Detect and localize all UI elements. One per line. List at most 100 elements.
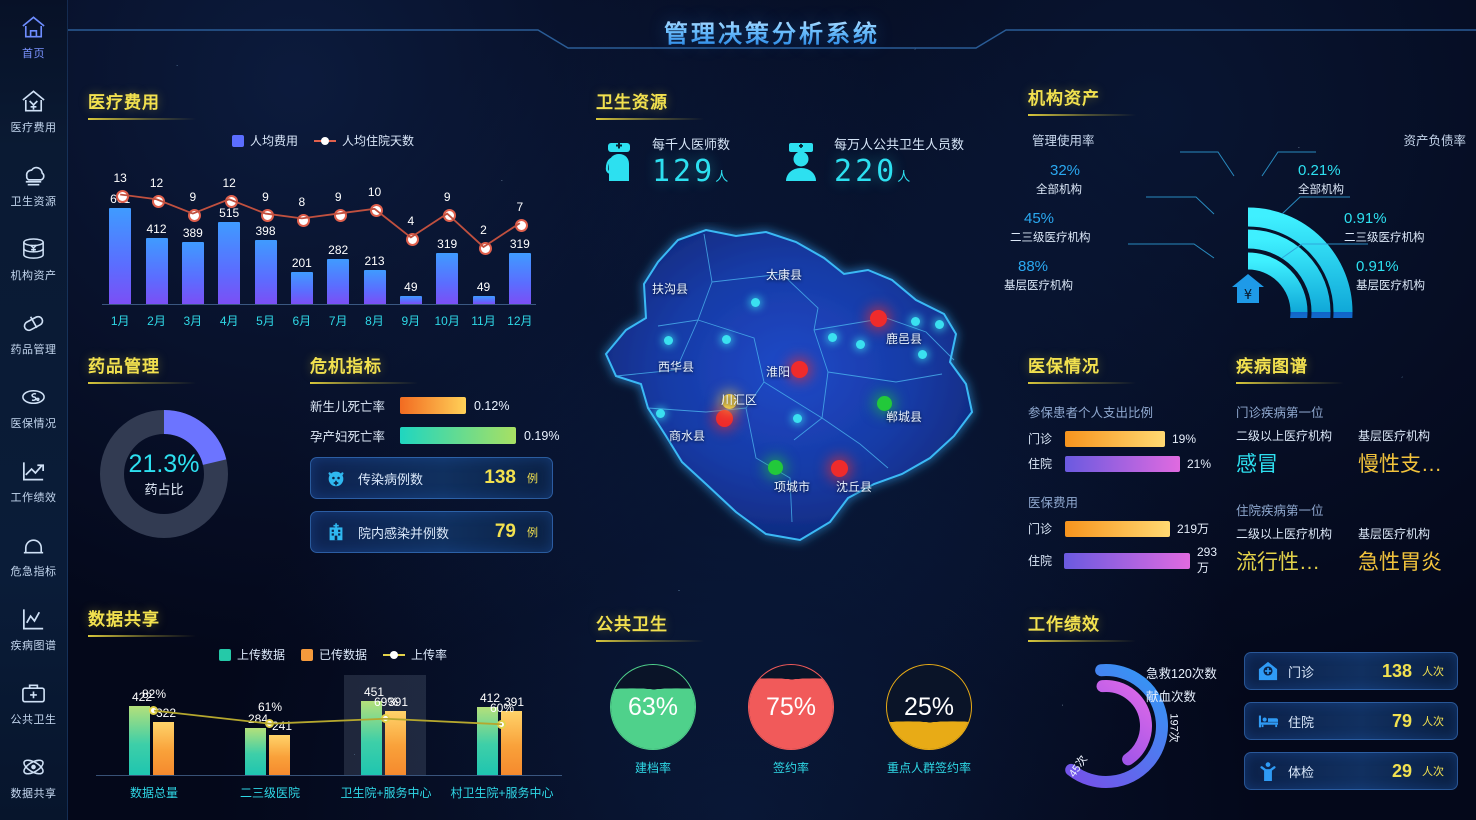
bar[interactable] <box>109 208 132 304</box>
crisis-card[interactable]: 传染病例数 138 例 <box>310 457 553 499</box>
data-point[interactable] <box>515 218 529 232</box>
medical-cost-title: 医疗费用 <box>88 93 160 112</box>
map-region-label[interactable]: 扶沟县 <box>652 282 689 296</box>
legend-item[interactable]: 人均住院天数 <box>314 132 414 149</box>
sidebar-item-5[interactable]: 医保情况 <box>0 370 68 444</box>
map-marker-small[interactable] <box>935 320 944 329</box>
bar[interactable] <box>399 296 422 304</box>
legend-swatch <box>314 136 336 145</box>
data-point[interactable] <box>152 194 165 208</box>
map-region-label[interactable]: 鹿邑县 <box>886 332 923 346</box>
sidebar-item-0[interactable]: 首页 <box>0 0 68 74</box>
data-point[interactable] <box>188 209 202 223</box>
bar-upload[interactable] <box>477 707 498 775</box>
map-region-label[interactable]: 郸城县 <box>886 410 923 424</box>
map-marker-small[interactable] <box>918 350 927 359</box>
bar[interactable] <box>218 221 241 304</box>
map-marker-red[interactable] <box>870 310 887 327</box>
sidebar-item-1[interactable]: 医疗费用 <box>0 74 68 148</box>
map-region-label[interactable]: 太康县 <box>766 268 803 282</box>
crisis-card[interactable]: 院内感染并例数 79 例 <box>310 511 553 553</box>
data-point[interactable] <box>333 209 347 223</box>
bar-uploaded[interactable] <box>269 735 290 775</box>
bar-uploaded[interactable] <box>385 710 406 775</box>
data-point[interactable] <box>442 209 456 223</box>
insurance-row-value: 219万 <box>1177 522 1210 536</box>
data-point[interactable] <box>370 204 383 218</box>
data-point-value: 4 <box>407 213 415 228</box>
bar-upload-value: 422 <box>131 689 152 704</box>
map-marker-small[interactable] <box>722 335 731 344</box>
map-marker-small[interactable] <box>911 317 920 326</box>
legend-item[interactable]: 已传数据 <box>300 646 367 663</box>
map-region-label[interactable]: 商水县 <box>669 429 706 443</box>
legend-item[interactable]: 人均费用 <box>231 132 298 149</box>
liquid-level <box>611 694 695 749</box>
sidebar-item-3[interactable]: 机构资产 <box>0 222 68 296</box>
public-health-gauge[interactable]: 63% 建档率 <box>610 664 696 776</box>
map-region-label[interactable]: 西华县 <box>658 360 695 374</box>
sidebar-item-4[interactable]: 药品管理 <box>0 296 68 370</box>
kpi-card[interactable]: 住院 79 人次 <box>1244 702 1458 740</box>
map-region-label[interactable]: 川汇区 <box>721 393 758 407</box>
legend-item[interactable]: 上传率 <box>383 646 447 663</box>
map-marker-green[interactable] <box>877 396 892 411</box>
data-point[interactable] <box>497 719 506 729</box>
bar[interactable] <box>327 258 350 304</box>
kpi-card[interactable]: 门诊 138 人次 <box>1244 652 1458 690</box>
sidebar-item-7[interactable]: 危急指标 <box>0 518 68 592</box>
legend-item[interactable]: 上传数据 <box>218 646 285 663</box>
title-underline <box>1028 640 1136 642</box>
map-marker-green[interactable] <box>768 460 783 475</box>
map-marker-small[interactable] <box>828 333 837 342</box>
map-marker-small[interactable] <box>751 298 760 307</box>
bar[interactable] <box>145 238 168 304</box>
insurance-row-bar <box>1065 520 1170 537</box>
bar-upload[interactable] <box>245 728 266 775</box>
map-marker-small[interactable] <box>664 336 673 345</box>
sidebar-item-6[interactable]: 工作绩效 <box>0 444 68 518</box>
bar-uploaded[interactable] <box>501 710 522 775</box>
map-marker-small[interactable] <box>793 414 802 423</box>
map-marker-small[interactable] <box>856 340 865 349</box>
bar-upload[interactable] <box>361 701 382 775</box>
data-point[interactable] <box>297 213 311 227</box>
sidebar-item-8[interactable]: 疾病图谱 <box>0 592 68 666</box>
map-marker-yellow[interactable] <box>722 394 737 409</box>
map-marker-red[interactable] <box>831 460 848 477</box>
kpi-card[interactable]: 体检 29 人次 <box>1244 752 1458 790</box>
map-region-label[interactable]: 沈丘县 <box>836 480 873 494</box>
data-point[interactable] <box>406 232 420 246</box>
map-marker-small[interactable] <box>656 409 665 418</box>
map-region-label[interactable]: 淮阳 <box>766 365 791 379</box>
bar[interactable] <box>472 296 495 304</box>
data-point[interactable] <box>479 242 492 256</box>
map-marker-red[interactable] <box>791 361 808 378</box>
bar[interactable] <box>436 253 459 304</box>
bar-uploaded[interactable] <box>153 722 174 775</box>
bar[interactable] <box>508 253 531 304</box>
bar[interactable] <box>363 269 386 304</box>
sidebar-item-9[interactable]: 公共卫生 <box>0 666 68 740</box>
public-health-gauge[interactable]: 75% 签约率 <box>748 664 834 776</box>
bar[interactable] <box>254 240 277 304</box>
title-underline <box>1028 114 1136 116</box>
data-point-value: 13 <box>113 171 127 185</box>
map-marker-red[interactable] <box>716 410 733 427</box>
bar[interactable] <box>290 271 313 304</box>
work-performance-panel: 工作绩效 急救120次数 献血次数 197次 45次 <box>1028 610 1243 815</box>
data-point[interactable] <box>261 209 274 223</box>
sidebar-item-10[interactable]: 数据共享 <box>0 740 68 814</box>
map-region-label[interactable]: 项城市 <box>774 480 811 494</box>
data-point[interactable] <box>224 194 238 208</box>
dome-icon <box>20 532 47 558</box>
gauge-label: 建档率 <box>634 761 671 775</box>
bar[interactable] <box>181 241 204 304</box>
bar-upload[interactable] <box>129 705 150 775</box>
zhoukou-region-map[interactable]: 扶沟县 太康县西华县 淮阳 川汇区商水县 鹿邑县郸城县项城市 沈丘县 <box>586 222 996 577</box>
title-underline <box>596 640 704 642</box>
data-point[interactable] <box>115 190 129 203</box>
public-health-gauge[interactable]: 25% 重点人群签约率 <box>886 664 972 776</box>
gauge-left-value: 32% <box>1050 162 1081 179</box>
sidebar-item-2[interactable]: 卫生资源 <box>0 148 68 222</box>
